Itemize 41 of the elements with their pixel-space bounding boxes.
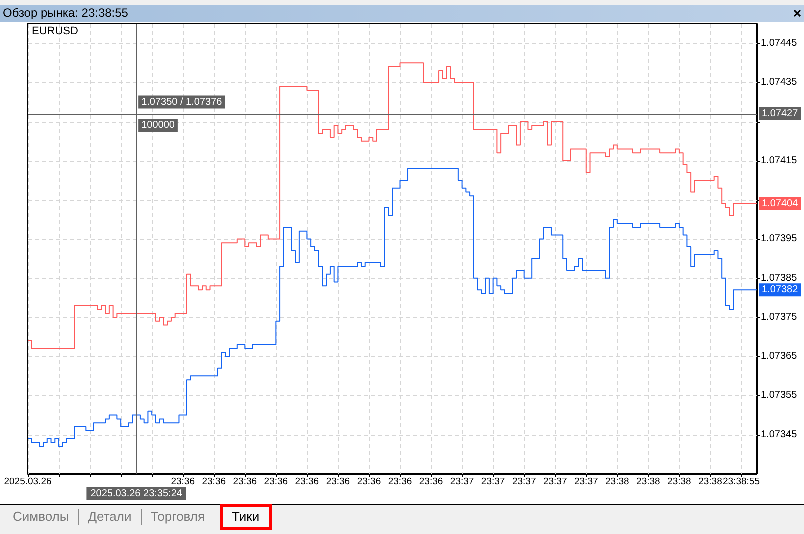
x-tick-label: 23:36	[419, 476, 444, 488]
x-tick-label: 2025.03.26	[4, 476, 52, 488]
y-tick-label: 1.07435	[761, 77, 798, 88]
y-tick-label: 1.07345	[761, 429, 798, 440]
x-tick-label: 23:36	[171, 476, 195, 488]
x-tick-label: 23:38:55	[722, 476, 760, 488]
x-tick-label: 23:37	[450, 476, 474, 488]
x-tick-label: 23:36	[233, 476, 258, 488]
y-tick-label: 1.07395	[761, 234, 798, 245]
annotation: 100000	[142, 120, 176, 132]
x-tick-label: 23:38	[698, 476, 722, 488]
text: Детали	[87, 508, 133, 524]
ref-line-label: 1.07427	[762, 108, 799, 120]
y-tick-label: 1.07355	[761, 390, 798, 402]
data-label: 1.07382	[762, 284, 799, 296]
annotation: 1.07350 / 1.07376	[142, 96, 223, 108]
x-tick-label: 23:36	[357, 476, 382, 488]
chart-subtitle: EURUSD	[32, 26, 79, 38]
x-tick-label: 23:36	[295, 476, 320, 488]
x-tick-label: 23:36	[326, 476, 350, 488]
text: Символы	[12, 508, 70, 524]
text: Торговля	[150, 508, 206, 524]
x-tick-label: 23:37	[512, 476, 536, 488]
x-tick-label: 23:37	[543, 476, 568, 488]
x-tick-label: 23:36	[202, 476, 226, 488]
y-tick-label: 1.07375	[761, 312, 798, 323]
x-tick-label: 23:38	[606, 476, 630, 488]
x-tick-label: 23:38	[668, 476, 692, 488]
y-tick-label: 1.07365	[761, 351, 798, 362]
y-tick-label: 1.07445	[761, 38, 798, 50]
data-label: 1.07404	[762, 198, 799, 210]
x-tick-label: 23:38	[636, 476, 660, 488]
x-tick-label: 23:37	[574, 476, 598, 488]
x-tick-label: 23:36	[388, 476, 412, 488]
y-tick-label: 1.07385	[761, 272, 798, 284]
chart-title: Обзор рынка: 23:38:55	[3, 6, 128, 21]
x-tick-label: 23:36	[264, 476, 288, 488]
x-tick-label: 2025.03.26 23:35:24	[90, 488, 183, 500]
y-tick-label: 1.07415	[761, 155, 798, 166]
text: Тики	[220, 504, 272, 530]
x-tick-label: 23:37	[481, 476, 506, 488]
